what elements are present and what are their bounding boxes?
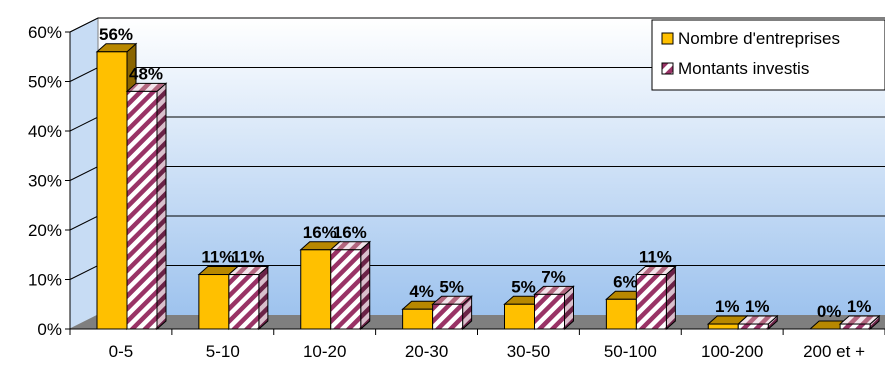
data-label: 16%: [333, 223, 367, 242]
x-tick-label: 10-20: [303, 342, 346, 361]
y-tick-label: 40%: [28, 122, 62, 141]
data-label: 1%: [715, 297, 740, 316]
bar-front: [402, 308, 434, 330]
floor: [70, 315, 885, 329]
bar-montants-investis: [736, 314, 779, 331]
bars: [95, 42, 881, 331]
bar-front: [300, 249, 332, 330]
bar-montants-investis: [329, 240, 372, 331]
data-label: 1%: [847, 297, 872, 316]
data-label: 16%: [303, 223, 337, 242]
bar-montants-investis: [635, 265, 677, 331]
bar-montants-investis: [838, 314, 881, 331]
x-tick-label: 30-50: [507, 342, 550, 361]
y-tick-label: 0%: [37, 320, 62, 339]
y-tick-label: 20%: [28, 221, 62, 240]
data-label: 11%: [639, 248, 672, 267]
bar-front: [737, 323, 769, 330]
x-tick-label: 0-5: [109, 342, 134, 361]
y-tick-label: 50%: [28, 73, 62, 92]
legend-label: Montants investis: [678, 59, 809, 78]
bar-front: [839, 323, 871, 330]
data-label: 5%: [439, 277, 464, 296]
x-tick-label: 200 et +: [803, 342, 865, 361]
bar-montants-investis: [431, 295, 473, 331]
legend-swatch: [661, 62, 674, 75]
bar-montants-investis: [533, 285, 575, 331]
x-axis: 0-5 5-10 10-20 20-30 30-50 50-100 100-200 200 e…: [69, 328, 885, 361]
data-label: 6%: [613, 272, 638, 291]
data-labels: 56%48%11%11%16%16%4% 5% 5%7% 6%11%1% 1% 0% 1%: [99, 25, 871, 321]
data-label: 5%: [511, 277, 536, 296]
legend: Nombre d'entreprises Montants investis: [651, 19, 885, 91]
x-tick-label: 5-10: [206, 342, 240, 361]
bar-montants-investis: [227, 265, 270, 331]
y-tick-label: 10%: [28, 271, 62, 290]
legend-box: [651, 19, 885, 91]
x-tick-label: 50-100: [604, 342, 657, 361]
x-tick-label: 100-200: [701, 342, 763, 361]
data-label: 4%: [409, 282, 434, 301]
bar-front: [198, 274, 230, 330]
bar-front: [96, 51, 128, 330]
x-tick-label: 20-30: [405, 342, 448, 361]
bar-side: [258, 265, 269, 331]
bar-front: [635, 274, 667, 330]
legend-label: Nombre d'entreprises: [678, 29, 840, 48]
gridline: [69, 17, 885, 33]
bar-side: [665, 265, 676, 331]
y-tick-label: 30%: [28, 172, 62, 191]
legend-swatch: [661, 32, 674, 45]
data-label: 48%: [129, 64, 163, 83]
bar-front: [504, 303, 535, 330]
bar-front: [126, 90, 158, 330]
bar-montants-investis: [125, 82, 168, 331]
bar-front: [707, 323, 739, 330]
bar-front: [228, 274, 260, 330]
bar-side: [360, 240, 371, 331]
bar-front: [605, 298, 637, 330]
data-label: 11%: [201, 248, 234, 267]
data-label: 56%: [99, 25, 133, 44]
bar-side: [156, 82, 167, 331]
bar-front: [534, 293, 565, 330]
y-tick-label: 60%: [28, 23, 62, 42]
bar-front: [432, 303, 464, 330]
data-label: 11%: [231, 248, 264, 267]
data-label: 0%: [817, 302, 842, 321]
data-label: 7%: [541, 267, 566, 286]
data-label: 1%: [745, 297, 770, 316]
bar-front: [330, 249, 362, 330]
